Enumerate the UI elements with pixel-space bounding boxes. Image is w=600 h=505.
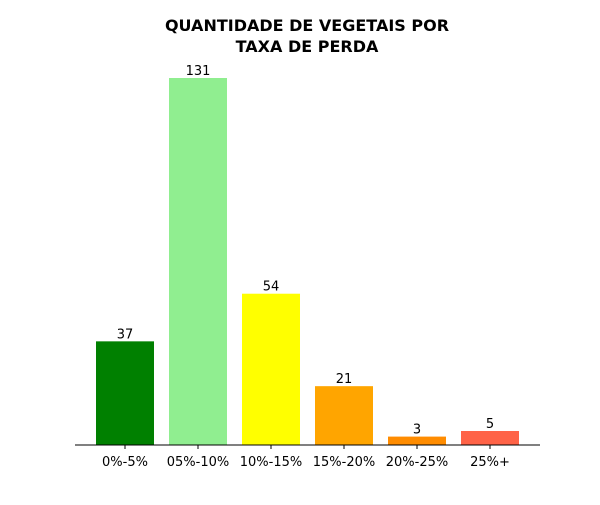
data-label-5: 5 bbox=[486, 417, 494, 432]
data-label-4: 3 bbox=[413, 423, 421, 438]
x-tick-label-5: 25%+ bbox=[470, 455, 510, 470]
bar-3 bbox=[315, 386, 373, 445]
bars-layer bbox=[96, 78, 519, 445]
chart-title-line-1: QUANTIDADE DE VEGETAIS POR bbox=[165, 16, 449, 35]
data-label-3: 21 bbox=[336, 372, 353, 387]
bar-0 bbox=[96, 341, 154, 445]
bar-5 bbox=[461, 430, 519, 445]
x-tick-label-0: 0%-5% bbox=[102, 455, 148, 470]
data-labels-layer: 37 131 54 21 3 5 bbox=[117, 64, 494, 438]
x-tick-label-4: 20%-25% bbox=[386, 455, 448, 470]
x-tick-label-3: 15%-20% bbox=[313, 455, 375, 470]
data-label-0: 37 bbox=[117, 327, 134, 342]
data-label-2: 54 bbox=[263, 280, 280, 295]
bar-4 bbox=[388, 436, 446, 445]
x-tick-label-1: 05%-10% bbox=[167, 455, 229, 470]
data-label-1: 131 bbox=[186, 64, 211, 79]
x-tick-label-2: 10%-15% bbox=[240, 455, 302, 470]
chart-title-line-2: TAXA DE PERDA bbox=[236, 37, 379, 56]
bar-1 bbox=[169, 78, 227, 445]
x-tick-labels-layer: 0%-5% 05%-10% 10%-15% 15%-20% 20%-25% 25%+ bbox=[102, 445, 510, 470]
bar-2 bbox=[242, 293, 300, 445]
